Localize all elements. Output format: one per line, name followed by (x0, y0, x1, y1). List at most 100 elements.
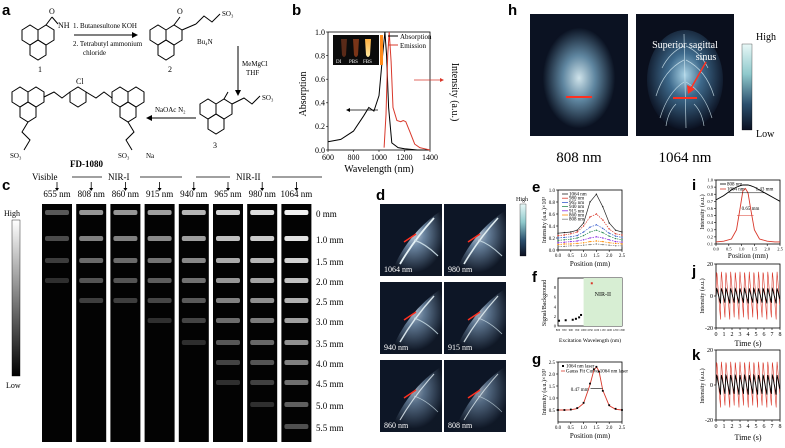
wavelength-label: 1064 nm (281, 189, 313, 199)
vessel-branch (413, 239, 439, 257)
panel-f-xtick-label: 1000 (581, 329, 587, 332)
panel-i-xtick-label: 2.0 (764, 247, 770, 252)
vessel-tile-label: 980 nm (448, 265, 473, 274)
panel-j-xtick-label: 5 (755, 332, 758, 338)
band-label-nir-i: NIR-I (108, 172, 130, 182)
legend-swatch-data (562, 365, 564, 367)
depth-band (181, 318, 206, 323)
series-point (557, 232, 559, 234)
wavelength-arrow-head (123, 188, 128, 191)
wavelength-label: 655 nm (43, 189, 70, 199)
absorption-curve (327, 31, 430, 151)
panel-e-xtick-label: 0.5 (568, 254, 575, 259)
compound-1-number: 1 (38, 65, 42, 74)
panel-k-xtick-label: 2 (731, 424, 734, 430)
depth-band (113, 258, 138, 263)
panel-b-xlabel: Wavelength (nm) (344, 164, 413, 175)
profile-line (467, 311, 481, 321)
pulse-trace-1064nm (715, 271, 780, 320)
panel-e-xtick-label: 1.0 (580, 254, 587, 259)
series-point (602, 243, 604, 246)
panel-i-ytick-label: 0.7 (707, 199, 713, 204)
series-point (602, 227, 604, 230)
laser-data-point (569, 408, 572, 411)
depth-label: 3.0 mm (316, 317, 344, 327)
panel-f-xtick-label: 1300 (619, 329, 625, 332)
panel-k-xtick-label: 6 (763, 424, 766, 430)
depth-band (113, 210, 138, 215)
panel-f-series: NIR-II 800 850 900 950 1000 1050 1100 1150 1200 12… (554, 278, 625, 332)
series-point (621, 239, 623, 241)
depth-band (147, 278, 172, 283)
panel-k-ytick-label: 0 (710, 383, 713, 389)
panel-label-i: i (692, 177, 696, 194)
panel-j-xtick-label: 2 (731, 332, 734, 338)
series-point (589, 201, 591, 203)
sinus-annotation-line-1: Superior sagittal (652, 40, 718, 51)
series-point (608, 228, 610, 230)
panel-g-gauss-fit: g 0.0 0.5 1.0 1.5 2.0 2.5 0.5 1.0 1.5 2.0 2.5 0.47 … (532, 351, 628, 440)
vial-label-fbs: FBS (363, 60, 372, 65)
wavelength-label: 965 nm (214, 189, 241, 199)
profile-line (467, 233, 481, 243)
panel-g-xtick-label: 2.5 (619, 426, 626, 431)
series-point (563, 236, 566, 239)
panel-label-a: a (2, 2, 11, 19)
depth-band (45, 236, 69, 241)
depth-band (216, 340, 240, 345)
series-point (621, 234, 623, 236)
panel-k-xtick-label: 3 (739, 424, 742, 430)
emission-axis-arrow-head (440, 78, 444, 82)
panel-label-k: k (692, 347, 701, 364)
compound-3-number: 3 (213, 141, 217, 150)
series-point (563, 245, 566, 248)
depth-band (250, 298, 275, 303)
series-point (595, 229, 598, 231)
panel-i-ytick-label: 0.5 (707, 213, 713, 218)
depth-band (216, 278, 240, 283)
depth-band (147, 258, 172, 263)
panel-e-xtick-label: 0.0 (555, 254, 562, 259)
legend-label-1064: 1064 nm (727, 188, 745, 193)
depth-column-980nm: 980 nm (247, 182, 278, 442)
vessel-branch (413, 317, 439, 335)
panel-i-series: 0.0 0.5 1.0 1.5 2.0 2.5 0.1 0.2 0.3 0.4 0.5 0.6 0.7 0… (707, 178, 783, 252)
nir-ii-region-label: NIR-II (595, 292, 611, 298)
series-point (614, 242, 617, 245)
depth-band (113, 298, 138, 303)
panel-b-ytick-label: 0.2 (315, 122, 325, 131)
panel-f-ytick-label: 0 (554, 324, 557, 329)
panel-f-ytick-label: 6 (554, 295, 557, 300)
depth-band (45, 210, 69, 215)
panel-i-ytick-label: 0.4 (707, 220, 713, 225)
series-point (589, 240, 591, 243)
depth-band (45, 278, 69, 283)
panel-f-xtick-label: 800 (556, 329, 561, 332)
depth-band (284, 360, 309, 365)
series-point (602, 231, 604, 234)
depth-label: 2.5 mm (316, 297, 344, 307)
legend-label: 808 nm (569, 218, 584, 223)
panel-f-xtick-label: 1250 (613, 329, 619, 332)
series-point (557, 239, 559, 242)
series-point (602, 237, 604, 239)
panel-i-ytick-label: 0.6 (707, 206, 713, 211)
series-point (602, 219, 604, 221)
pulse-trace-808nm (715, 373, 781, 395)
panel-e-xtick-label: 2.0 (606, 254, 613, 259)
panel-e-xlabel: Position (mm) (570, 260, 611, 268)
depth-band (250, 210, 275, 215)
series-point (595, 224, 598, 226)
panel-i-profile-comparison: i 0.0 0.5 1.0 1.5 2.0 2.50.10.20.30.40.50.60.… (692, 177, 784, 260)
fwhm-label-1064: 0.65 mm (742, 207, 760, 212)
depth-band (216, 360, 240, 365)
depth-band (284, 258, 309, 263)
series-point (614, 235, 617, 237)
laser-data-point (563, 409, 566, 411)
panel-k-ytick-label: 20 (707, 348, 713, 354)
panel-f-xlabel: Excitation Wavelength (nm) (559, 337, 621, 344)
laser-data-point (557, 409, 559, 411)
vial-fbs (365, 39, 371, 57)
